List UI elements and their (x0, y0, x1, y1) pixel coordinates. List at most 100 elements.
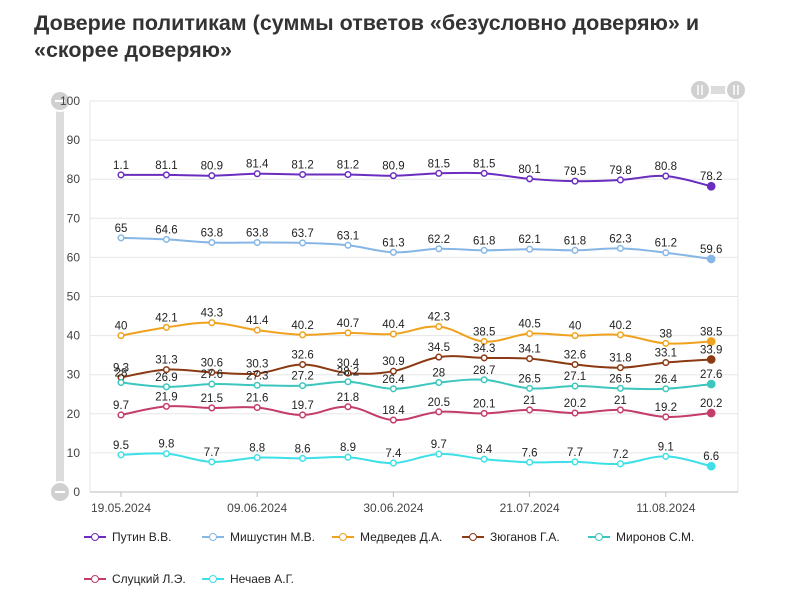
data-point[interactable] (299, 170, 307, 179)
data-point[interactable] (253, 238, 261, 247)
data-point[interactable] (480, 354, 488, 362)
data-point[interactable] (706, 181, 716, 191)
data-point[interactable] (162, 366, 170, 374)
data-point[interactable] (616, 244, 624, 252)
data-point[interactable] (526, 330, 534, 338)
data-point[interactable] (435, 378, 443, 387)
data-point[interactable] (344, 329, 352, 337)
data-point[interactable] (299, 454, 307, 462)
data-point[interactable] (571, 382, 579, 390)
data-point[interactable] (299, 411, 307, 419)
data-point[interactable] (435, 323, 443, 331)
series-2[interactable] (117, 319, 716, 347)
data-point[interactable] (162, 450, 170, 458)
legend-item[interactable]: Медведев Д.А. (332, 530, 442, 544)
data-point[interactable] (389, 248, 397, 256)
data-point[interactable] (253, 369, 261, 378)
data-point[interactable] (571, 177, 579, 185)
data-point[interactable] (616, 460, 624, 468)
series-line[interactable] (120, 321, 712, 345)
series-5[interactable] (117, 402, 716, 424)
data-point[interactable] (706, 337, 716, 346)
data-point[interactable] (344, 241, 352, 249)
data-point[interactable] (344, 453, 352, 461)
data-point[interactable] (299, 331, 307, 339)
data-point[interactable] (571, 458, 579, 466)
zoom-slider-track[interactable] (56, 101, 64, 492)
data-point[interactable] (208, 238, 216, 247)
data-point[interactable] (299, 360, 307, 369)
data-point[interactable] (571, 246, 579, 254)
data-point[interactable] (117, 411, 125, 419)
data-point[interactable] (662, 385, 670, 393)
data-point[interactable] (389, 330, 397, 338)
data-point[interactable] (706, 461, 716, 471)
data-point[interactable] (662, 413, 670, 421)
zoom-slider-bottom-handle[interactable] (49, 481, 71, 503)
data-point[interactable] (616, 384, 624, 392)
series-line[interactable] (120, 405, 712, 422)
data-point[interactable] (208, 404, 216, 412)
data-point[interactable] (435, 408, 443, 416)
series-line[interactable] (120, 452, 712, 468)
series-line[interactable] (120, 378, 712, 391)
data-point[interactable] (162, 383, 170, 391)
series-4[interactable] (117, 376, 716, 393)
data-point[interactable] (526, 355, 534, 363)
data-point[interactable] (389, 459, 397, 467)
data-point[interactable] (117, 234, 125, 242)
data-point[interactable] (208, 319, 216, 327)
data-point[interactable] (299, 239, 307, 247)
data-point[interactable] (389, 172, 397, 180)
data-point[interactable] (706, 408, 716, 418)
data-point[interactable] (662, 359, 670, 367)
data-point[interactable] (253, 403, 261, 412)
data-point[interactable] (389, 385, 397, 393)
data-point[interactable] (344, 170, 352, 179)
data-point[interactable] (662, 172, 670, 180)
data-point[interactable] (117, 171, 125, 179)
data-point[interactable] (162, 323, 170, 331)
data-point[interactable] (706, 254, 716, 264)
data-point[interactable] (344, 369, 352, 377)
data-point[interactable] (616, 331, 624, 339)
series-1[interactable] (117, 234, 716, 264)
data-point[interactable] (526, 384, 534, 392)
data-point[interactable] (208, 172, 216, 180)
data-point[interactable] (480, 455, 488, 463)
data-point[interactable] (480, 337, 488, 346)
data-point[interactable] (526, 245, 534, 253)
data-point[interactable] (435, 450, 443, 458)
vertical-zoom-slider[interactable] (49, 90, 71, 503)
data-point[interactable] (706, 379, 716, 389)
zoom-slider-top-handle[interactable] (49, 90, 71, 112)
data-point[interactable] (253, 326, 261, 334)
data-point[interactable] (571, 360, 579, 369)
data-point[interactable] (389, 367, 397, 375)
data-point[interactable] (389, 416, 397, 424)
data-point[interactable] (662, 339, 670, 347)
legend-item[interactable]: Путин В.В. (84, 530, 171, 544)
horizontal-zoom-controls[interactable] (689, 79, 747, 101)
data-point[interactable] (208, 458, 216, 466)
data-point[interactable] (208, 368, 216, 376)
data-point[interactable] (526, 458, 534, 466)
data-point[interactable] (253, 170, 261, 178)
legend-item[interactable]: Мишустин М.В. (202, 530, 315, 544)
data-point[interactable] (480, 409, 488, 417)
series-3[interactable] (117, 353, 716, 381)
data-point[interactable] (435, 353, 443, 361)
data-point[interactable] (706, 355, 716, 364)
data-point[interactable] (299, 382, 307, 390)
data-point[interactable] (253, 381, 261, 389)
data-point[interactable] (344, 378, 352, 386)
horizontal-zoom-right-handle[interactable] (725, 79, 747, 101)
data-point[interactable] (616, 406, 624, 414)
legend-item[interactable]: Зюганов Г.А. (462, 530, 560, 544)
data-point[interactable] (162, 235, 170, 243)
data-point[interactable] (480, 376, 488, 384)
data-point[interactable] (208, 380, 216, 388)
series-6[interactable] (117, 450, 716, 471)
data-point[interactable] (571, 332, 579, 340)
data-point[interactable] (571, 409, 579, 417)
